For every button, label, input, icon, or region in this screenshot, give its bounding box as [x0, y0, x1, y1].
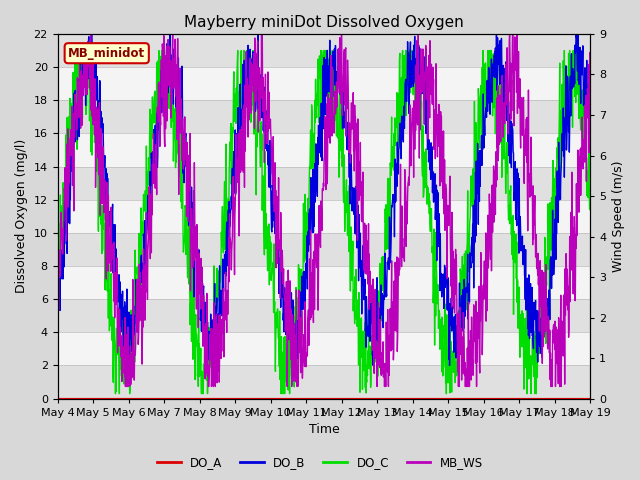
Bar	[58, 365, 590, 398]
Bar	[58, 266, 590, 299]
Bar	[58, 233, 590, 266]
Bar	[58, 332, 590, 365]
Bar	[58, 133, 590, 167]
Bar	[58, 34, 590, 67]
Bar	[58, 167, 590, 200]
Legend: DO_A, DO_B, DO_C, MB_WS: DO_A, DO_B, DO_C, MB_WS	[152, 452, 488, 474]
Y-axis label: Wind Speed (m/s): Wind Speed (m/s)	[612, 160, 625, 272]
Bar	[58, 299, 590, 332]
X-axis label: Time: Time	[308, 423, 339, 436]
Title: Mayberry miniDot Dissolved Oxygen: Mayberry miniDot Dissolved Oxygen	[184, 15, 464, 30]
Y-axis label: Dissolved Oxygen (mg/l): Dissolved Oxygen (mg/l)	[15, 139, 28, 293]
Bar	[58, 67, 590, 100]
Bar	[58, 100, 590, 133]
Bar	[58, 200, 590, 233]
Text: MB_minidot: MB_minidot	[68, 47, 145, 60]
